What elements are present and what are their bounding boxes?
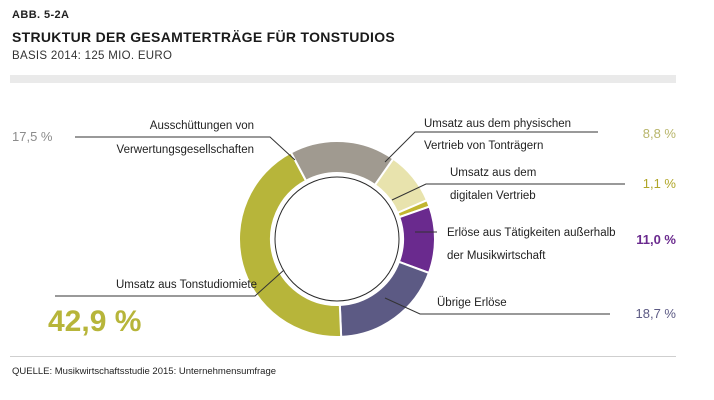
- pct-ausschuettungen: 17,5 %: [12, 129, 53, 144]
- pct-digital: 1,1 %: [643, 176, 677, 191]
- donut-slices: [238, 140, 436, 338]
- label-physisch-line2: Vertrieb von Tonträgern: [424, 140, 543, 152]
- pct-physisch: 8,8 %: [643, 126, 677, 141]
- chart-subtitle: BASIS 2014: 125 MIO. EURO: [12, 50, 173, 62]
- label-physisch-line1: Umsatz aus dem physischen: [424, 118, 571, 130]
- leader-line-ausschuettungen: [75, 136, 296, 161]
- source-note: QUELLE: Musikwirtschaftsstudie 2015: Unt…: [12, 366, 277, 377]
- pct-uebrige: 18,7 %: [636, 306, 677, 321]
- leader-line-physisch: [384, 131, 598, 163]
- label-ausserhalb-line2: der Musikwirtschaft: [447, 250, 546, 262]
- pct-tonstudiomiete: 42,9 %: [48, 305, 141, 338]
- donut-center-ring: [274, 176, 400, 302]
- donut-slice-5: [289, 140, 395, 187]
- leader-line-digital: [391, 183, 625, 201]
- donut-slice-4: [238, 151, 343, 338]
- footer-divider: [10, 356, 676, 357]
- pct-ausserhalb: 11,0 %: [636, 232, 676, 247]
- header-divider: [10, 75, 676, 83]
- leader-line-uebrige: [384, 297, 610, 315]
- label-ausschuettungen-line2: Verwertungsgesellschaften: [117, 144, 254, 156]
- label-digital-line2: digitalen Vertrieb: [450, 190, 536, 202]
- label-tonstudiomiete: Umsatz aus Tonstudiomiete: [116, 279, 257, 291]
- leader-line-tonstudiomiete: [55, 269, 285, 297]
- figure-id: ABB. 5-2A: [12, 9, 70, 21]
- label-digital-line1: Umsatz aus dem: [450, 167, 536, 179]
- label-ausserhalb-line1: Erlöse aus Tätigkeiten außerhalb: [447, 227, 616, 239]
- label-ausschuettungen-line1: Ausschüttungen von: [150, 120, 254, 132]
- label-uebrige: Übrige Erlöse: [437, 297, 507, 309]
- chart-title: STRUKTUR DER GESAMTERTRÄGE FÜR TONSTUDIO…: [12, 29, 396, 45]
